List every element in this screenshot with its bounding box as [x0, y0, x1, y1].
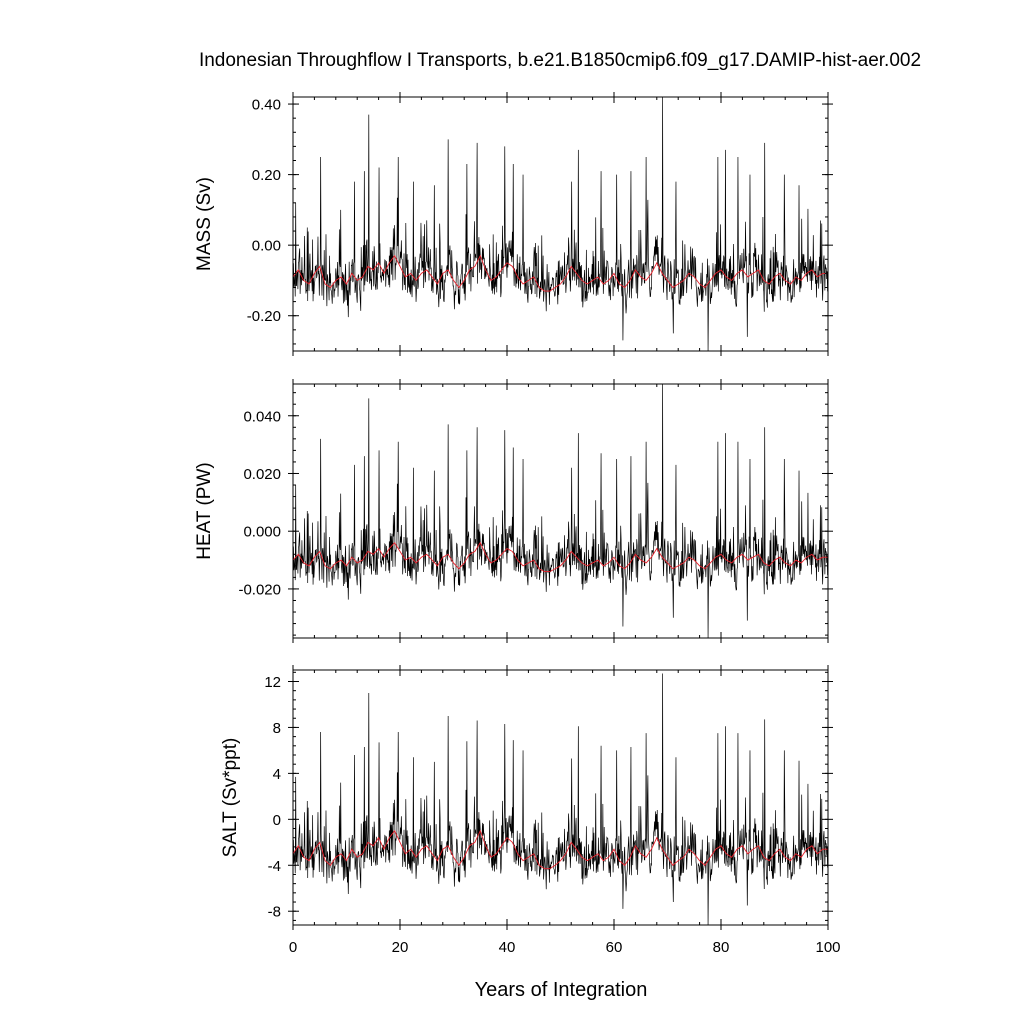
y-tick-label: 0.000 [243, 524, 281, 541]
y-axis-label-mass: MASS (Sv) [194, 177, 215, 271]
panel-heat: -0.020 0.000 0.020 0.040 HEAT (PW) [194, 379, 833, 643]
x-tick-label: 60 [606, 939, 623, 956]
y-tick-label: -0.20 [247, 308, 281, 325]
y-tick-label: 0.00 [252, 238, 281, 255]
y-tick-label: 0.020 [243, 466, 281, 483]
x-tick-label: 80 [713, 939, 730, 956]
y-tick-label: 0.040 [243, 408, 281, 425]
x-tick-label: 0 [289, 939, 297, 956]
y-tick-label: -8 [268, 904, 281, 921]
y-tick-label: 12 [264, 674, 281, 691]
y-tick-label: -4 [268, 858, 281, 875]
annual-mean-series-mass [292, 254, 828, 292]
y-tick-label: -0.020 [238, 581, 281, 598]
chart-title: Indonesian Throughflow I Transports, b.e… [199, 50, 921, 71]
x-tick-label: 40 [499, 939, 516, 956]
panels-layer: -0.20 0.00 0.20 0.40 MASS (Sv) -0.020 0.000 0.0… [194, 92, 841, 956]
x-tick-label: 100 [815, 939, 840, 956]
plot-frame-salt [292, 669, 829, 926]
x-tick-label: 20 [392, 939, 409, 956]
monthly-series-heat [292, 383, 829, 639]
plot-frame-heat [292, 383, 829, 639]
y-tick-label: 0.40 [252, 97, 281, 114]
x-axis-label: Years of Integration [475, 979, 648, 1001]
annual-mean-series-salt [292, 829, 828, 870]
y-axis-label-heat: HEAT (PW) [194, 462, 215, 559]
y-tick-label: 0.20 [252, 167, 281, 184]
monthly-series-salt [292, 673, 829, 926]
y-axis-label-salt: SALT (Sv*ppt) [220, 738, 241, 858]
monthly-series-mass [292, 96, 829, 352]
annual-mean-series-heat [292, 541, 828, 573]
panel-salt: -8 -4 0 4 8 12 SALT (Sv*ppt) 0 20 40 60 80 100 [220, 665, 841, 956]
y-tick-label: 4 [273, 766, 281, 783]
y-tick-label: 8 [273, 720, 281, 737]
plot-frame-mass [292, 96, 829, 352]
y-tick-label: 0 [273, 812, 281, 829]
panel-mass: -0.20 0.00 0.20 0.40 MASS (Sv) [194, 92, 833, 356]
